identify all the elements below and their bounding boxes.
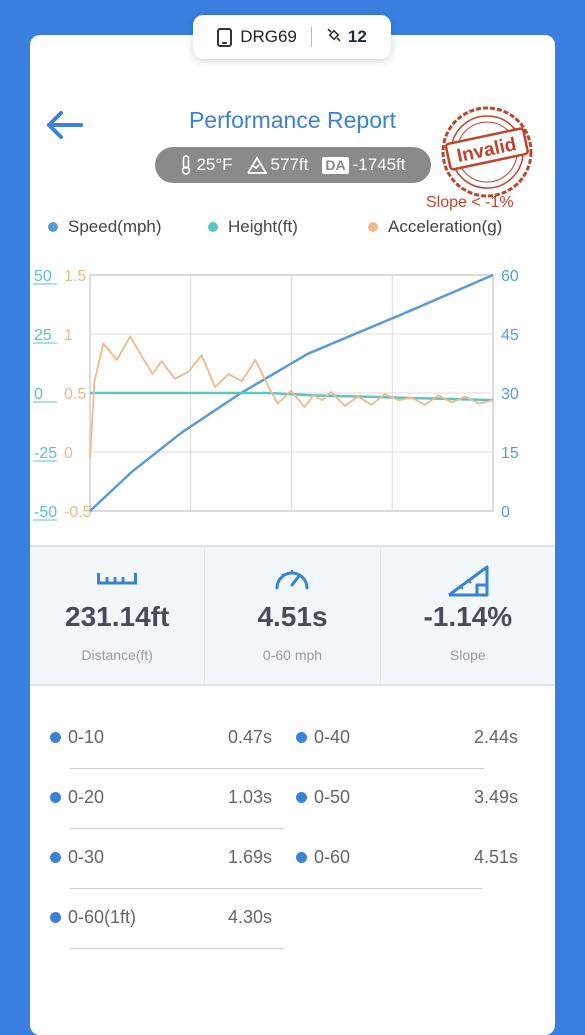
- divider: [310, 27, 312, 47]
- split-dot: [296, 732, 307, 743]
- temperature: 25°F: [180, 155, 233, 175]
- split-time: 1.69s: [227, 847, 272, 867]
- split-time: 4.51s: [473, 847, 518, 867]
- height-tick-label: -25: [34, 445, 57, 462]
- split-row: 0-60(1ft) 4.30s: [50, 897, 284, 955]
- stat-distance: 231.14ft Distance(ft): [30, 547, 204, 684]
- slope-icon: [447, 565, 489, 597]
- split-time: 4.30s: [227, 907, 272, 927]
- stat-value: 231.14ft: [65, 601, 170, 632]
- altitude-value: 577ft: [270, 155, 309, 174]
- split-dot: [50, 732, 61, 743]
- split-dot: [50, 792, 61, 803]
- accel-tick-label: -0.5: [64, 504, 92, 521]
- legend-dot: [48, 222, 58, 232]
- split-divider: [70, 828, 284, 829]
- split-name: 0-60: [314, 847, 351, 867]
- speedometer-icon: [275, 570, 309, 590]
- slope-note: Slope < -1%: [426, 194, 514, 211]
- speed-tick-label: 0: [501, 504, 510, 521]
- mountain-icon: [246, 156, 267, 174]
- split-row: 0-10 0.47s: [50, 717, 284, 775]
- device-pill[interactable]: DRG69 12: [193, 15, 391, 59]
- stat-slope: -1.14% Slope: [379, 547, 555, 684]
- height-tick-label: -50: [34, 504, 57, 521]
- back-arrow-icon[interactable]: [45, 105, 85, 145]
- split-dot: [296, 792, 307, 803]
- split-row: 0-60 4.51s: [296, 837, 518, 895]
- split-row: 0-20 1.03s: [50, 777, 284, 835]
- split-dot: [296, 852, 307, 863]
- split-name: 0-50: [314, 787, 351, 807]
- stat-label: Distance(ft): [81, 647, 153, 663]
- stat-label: Slope: [449, 647, 486, 663]
- split-name: 0-60(1ft): [68, 907, 137, 927]
- split-time: 1.03s: [227, 787, 272, 807]
- split-row: 0-30 1.69s: [50, 837, 482, 895]
- split-row: 0-40 2.44s: [90, 717, 518, 775]
- page-title: Performance Report: [188, 107, 397, 133]
- legend-dot: [368, 222, 378, 232]
- conditions-pill: 25°F 577ft DA -1745ft: [155, 147, 431, 183]
- ruler-icon: [97, 573, 138, 585]
- stat-value: 4.51s: [257, 601, 328, 632]
- legend-label: Height(ft): [228, 217, 298, 236]
- stat-zero-to-sixty: 4.51s 0-60 mph: [204, 547, 379, 684]
- stats-bar: 231.14ft Distance(ft) 4.51s 0-60 mph -1.…: [30, 545, 555, 686]
- split-dot: [50, 912, 61, 923]
- altitude: 577ft: [246, 155, 309, 175]
- phone-icon: [217, 27, 233, 47]
- satellite-icon: [326, 27, 342, 47]
- split-time: 2.44s: [473, 727, 518, 747]
- split-divider: [70, 888, 482, 889]
- accel-tick-label: 0.5: [64, 386, 86, 403]
- height-tick-label: 50: [34, 268, 52, 285]
- stat-value: -1.14%: [423, 601, 513, 632]
- split-divider: [70, 948, 284, 949]
- chart-legend: Speed(mph) Height(ft) Acceleration(g): [48, 217, 548, 237]
- accel-tick-label: 1: [64, 327, 73, 344]
- split-time: 3.49s: [473, 787, 518, 807]
- series-line-acceleration: [89, 335, 494, 458]
- split-name: 0-30: [68, 847, 105, 867]
- invalid-stamp: Invalid: [441, 106, 533, 198]
- da-label: DA: [322, 156, 349, 174]
- split-time: 0.47s: [227, 727, 272, 747]
- height-tick-label: 25: [34, 327, 52, 344]
- speed-tick-label: 15: [501, 445, 519, 462]
- stat-label: 0-60 mph: [262, 647, 323, 663]
- thermometer-icon: [182, 155, 191, 175]
- legend-label: Acceleration(g): [388, 217, 503, 236]
- report-card: Performance Report 25°F 577ft DA -1745ft…: [30, 35, 555, 1035]
- speed-tick-label: 60: [501, 268, 519, 285]
- legend-acceleration[interactable]: Acceleration(g): [368, 217, 502, 237]
- split-name: 0-40: [314, 727, 351, 747]
- speed-tick-label: 30: [501, 386, 519, 403]
- legend-height[interactable]: Height(ft): [208, 217, 298, 237]
- legend-label: Speed(mph): [68, 217, 162, 236]
- split-divider: [90, 768, 484, 769]
- temperature-value: 25°F: [196, 155, 233, 174]
- accel-tick-label: 0: [64, 445, 73, 462]
- split-name: 0-20: [68, 787, 105, 807]
- density-altitude: DA -1745ft: [322, 155, 406, 175]
- accel-tick-label: 1.5: [64, 268, 86, 285]
- performance-chart: 50 25 0 -25 -50 1.5 1 0.5 0 -0.5 60 45 30 15 0: [33, 268, 519, 521]
- split-name: 0-10: [68, 727, 105, 747]
- speed-tick-label: 45: [501, 327, 519, 344]
- legend-speed[interactable]: Speed(mph): [48, 217, 162, 237]
- split-row: 0-50 3.49s: [296, 777, 518, 835]
- device-name: DRG69: [240, 27, 297, 46]
- height-tick-label: 0: [34, 386, 43, 403]
- satellite-count: 12: [347, 27, 367, 46]
- series-line-height: [90, 391, 494, 402]
- split-dot: [50, 852, 61, 863]
- density-altitude-value: -1745ft: [352, 155, 406, 174]
- legend-dot: [208, 222, 218, 232]
